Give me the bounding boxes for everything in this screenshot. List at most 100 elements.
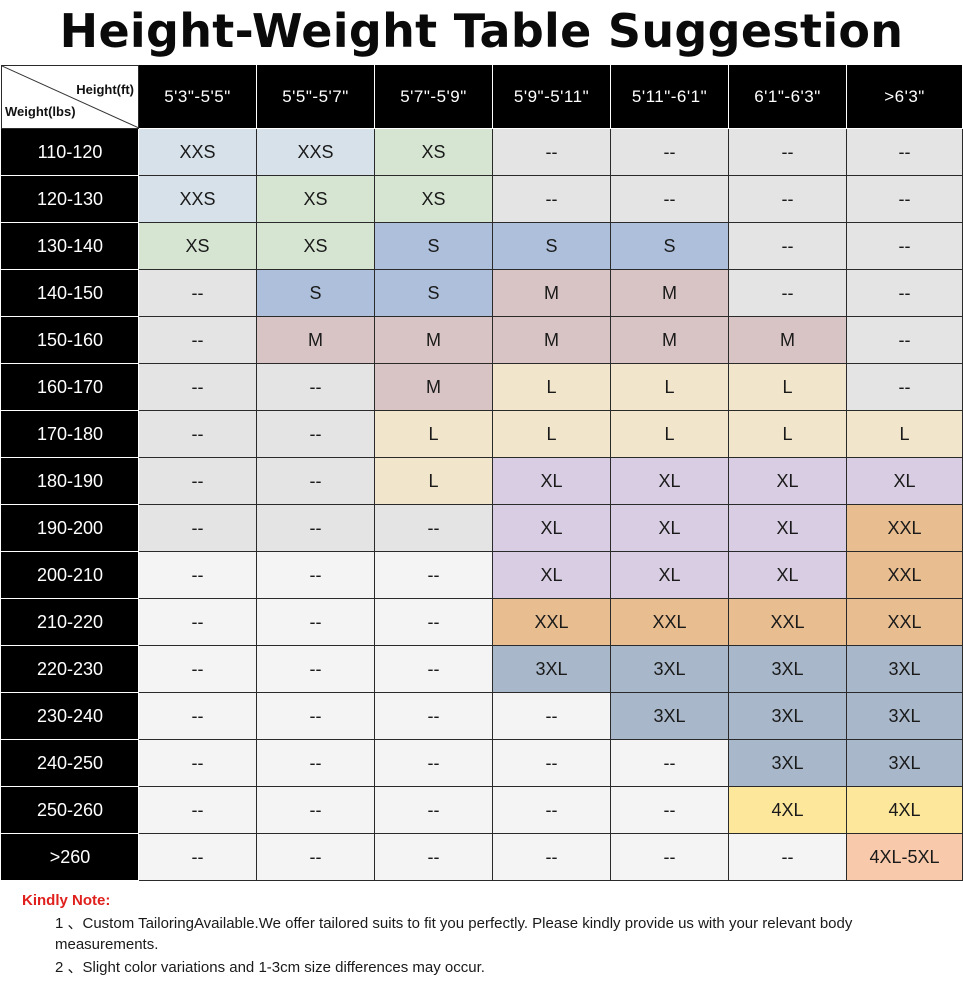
size-cell: 3XL: [728, 739, 847, 787]
table-row: 120-130 XXS XS XS -- -- -- --: [1, 175, 963, 223]
size-cell: L: [374, 457, 493, 505]
size-cell: --: [728, 175, 847, 223]
size-cell: 4XL: [728, 786, 847, 834]
size-cell: L: [374, 410, 493, 458]
column-header: 5'9"-5'11": [492, 65, 611, 129]
corner-header: Height(ft) Weight(lbs): [1, 65, 139, 129]
size-cell: --: [492, 786, 611, 834]
table-row: 160-170 -- -- M L L L --: [1, 363, 963, 411]
size-cell: 3XL: [610, 645, 729, 693]
table-row: 110-120 XXS XXS XS -- -- -- --: [1, 128, 963, 176]
size-cell: XS: [374, 175, 493, 223]
size-cell: M: [374, 363, 493, 411]
size-cell: XL: [610, 551, 729, 599]
size-cell: --: [138, 363, 257, 411]
size-cell: XL: [728, 457, 847, 505]
size-cell: 3XL: [846, 692, 963, 740]
size-cell: XL: [846, 457, 963, 505]
note-item-1: 1 、Custom TailoringAvailable.We offer ta…: [55, 915, 853, 953]
size-cell: M: [610, 316, 729, 364]
size-cell: XS: [256, 222, 375, 270]
weight-row-header: >260: [1, 833, 139, 881]
size-cell: S: [374, 269, 493, 317]
size-cell: --: [374, 739, 493, 787]
size-cell: --: [374, 645, 493, 693]
size-cell: --: [138, 786, 257, 834]
size-cell: --: [256, 739, 375, 787]
table-row: 190-200 -- -- -- XL XL XL XXL: [1, 504, 963, 552]
size-cell: --: [610, 128, 729, 176]
size-cell: --: [728, 269, 847, 317]
size-cell: --: [138, 504, 257, 552]
size-cell: --: [138, 692, 257, 740]
table-row: 130-140 XS XS S S S -- --: [1, 222, 963, 270]
size-cell: --: [138, 645, 257, 693]
size-cell: --: [256, 457, 375, 505]
size-cell: L: [728, 410, 847, 458]
size-cell: --: [256, 598, 375, 646]
size-cell: --: [374, 833, 493, 881]
weight-row-header: 210-220: [1, 598, 139, 646]
size-cell: --: [256, 551, 375, 599]
size-cell: M: [728, 316, 847, 364]
size-cell: M: [256, 316, 375, 364]
size-cell: --: [138, 410, 257, 458]
size-cell: --: [138, 739, 257, 787]
size-cell: XXL: [610, 598, 729, 646]
weight-row-header: 160-170: [1, 363, 139, 411]
size-cell: M: [492, 269, 611, 317]
size-cell: S: [374, 222, 493, 270]
size-cell: XS: [138, 222, 257, 270]
size-cell: --: [138, 833, 257, 881]
size-cell: S: [492, 222, 611, 270]
size-cell: XL: [728, 504, 847, 552]
size-cell: XXL: [846, 504, 963, 552]
column-header: 6'1"-6'3": [728, 65, 847, 129]
size-cell: --: [138, 551, 257, 599]
weight-row-header: 220-230: [1, 645, 139, 693]
size-cell: --: [256, 645, 375, 693]
size-cell: L: [610, 410, 729, 458]
weight-row-header: 200-210: [1, 551, 139, 599]
size-cell: --: [492, 175, 611, 223]
size-cell: --: [728, 833, 847, 881]
table-row: 180-190 -- -- L XL XL XL XL: [1, 457, 963, 505]
size-cell: S: [610, 222, 729, 270]
size-cell: XXL: [728, 598, 847, 646]
height-axis-label: Height(ft): [76, 82, 134, 97]
size-cell: L: [492, 410, 611, 458]
size-cell: --: [374, 504, 493, 552]
size-cell: 3XL: [846, 645, 963, 693]
diagonal-divider: [2, 66, 139, 128]
size-cell: --: [256, 410, 375, 458]
size-cell: 4XL-5XL: [846, 833, 963, 881]
size-cell: --: [256, 786, 375, 834]
column-header: 5'11"-6'1": [610, 65, 729, 129]
size-cell: --: [846, 363, 963, 411]
size-cell: XS: [256, 175, 375, 223]
size-cell: --: [138, 457, 257, 505]
table-row: 240-250 -- -- -- -- -- 3XL 3XL: [1, 739, 963, 787]
size-cell: --: [492, 739, 611, 787]
size-cell: XXL: [846, 551, 963, 599]
size-cell: --: [846, 175, 963, 223]
size-cell: L: [728, 363, 847, 411]
size-cell: S: [256, 269, 375, 317]
table-row: 250-260 -- -- -- -- -- 4XL 4XL: [1, 786, 963, 834]
size-cell: --: [138, 269, 257, 317]
weight-row-header: 140-150: [1, 269, 139, 317]
weight-row-header: 150-160: [1, 316, 139, 364]
table-row: 140-150 -- S S M M -- --: [1, 269, 963, 317]
size-cell: XXS: [138, 128, 257, 176]
size-cell: L: [492, 363, 611, 411]
size-cell: M: [374, 316, 493, 364]
size-cell: XXS: [256, 128, 375, 176]
size-cell: --: [610, 175, 729, 223]
size-cell: --: [610, 739, 729, 787]
size-cell: XXL: [846, 598, 963, 646]
size-cell: --: [846, 269, 963, 317]
size-cell: --: [138, 598, 257, 646]
column-header: 5'3"-5'5": [138, 65, 257, 129]
weight-row-header: 240-250: [1, 739, 139, 787]
weight-row-header: 180-190: [1, 457, 139, 505]
